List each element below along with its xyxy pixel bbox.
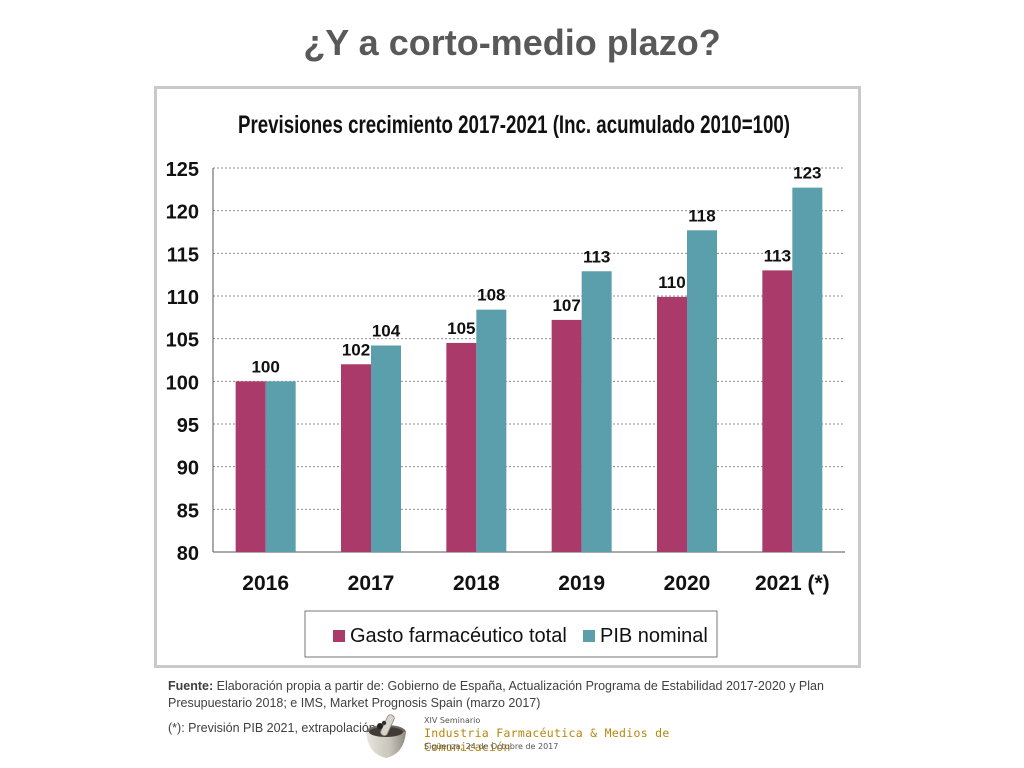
bar [265,381,296,552]
data-label: 118 [688,206,715,225]
source-label: Fuente: [168,679,214,693]
x-tick-label: 2020 [664,572,711,595]
footnote: (*): Previsión PIB 2021, extrapolación [168,721,376,735]
y-tick-label: 110 [167,287,199,309]
chart-title: Previsiones crecimiento 2017-2021 (Inc. … [238,111,790,139]
bar [551,319,582,552]
data-label: 123 [793,164,821,183]
data-label: 108 [477,286,505,305]
data-label: 113 [764,246,791,265]
y-tick-label: 105 [166,330,199,352]
bar [235,381,266,552]
bar [371,345,401,552]
bar [476,309,507,552]
data-label: 105 [447,319,475,338]
bar [657,296,687,552]
legend-swatch [333,630,345,642]
bar [341,364,371,552]
bar [792,187,823,553]
y-tick-label: 80 [177,543,199,565]
seminar-logo: XIV Seminario Industria Farmacéutica & M… [356,712,736,764]
data-label: 102 [342,340,370,359]
y-tick-label: 100 [166,372,199,394]
data-label: 107 [552,296,580,315]
y-tick-label: 125 [166,159,199,181]
legend-label: Gasto farmacéutico total [350,625,567,647]
bar [762,270,793,552]
y-tick-label: 85 [177,500,199,522]
legend-box [304,610,718,658]
y-tick-label: 95 [177,415,199,437]
seminar-line3: Sigüenza, 24 de Octubre de 2017 [424,742,559,751]
data-label: 104 [372,321,401,340]
bar [446,342,477,552]
source-note: Fuente: Elaboración propia a partir de: … [168,678,868,712]
data-label: 100 [251,357,279,376]
y-tick-label: 90 [177,458,199,480]
bar [581,271,612,552]
x-tick-label: 2017 [348,572,395,595]
bar-chart: Previsiones crecimiento 2017-2021 (Inc. … [166,111,845,658]
x-tick-label: 2021 (*) [755,572,830,595]
x-tick-label: 2019 [558,572,605,595]
y-tick-label: 120 [166,202,199,224]
seminar-line2: Industria Farmacéutica & Medios de Comun… [424,726,670,754]
data-label: 110 [658,273,685,292]
data-label: 113 [583,247,610,266]
legend-swatch [583,630,595,642]
y-tick-label: 115 [167,244,199,266]
slide-title: ¿Y a corto-medio plazo? [303,22,721,63]
mortar-pestle-icon [366,714,406,758]
x-tick-label: 2016 [242,572,289,595]
legend-label: PIB nominal [600,625,708,647]
source-text: Elaboración propia a partir de: Gobierno… [168,679,824,710]
bar [687,230,717,552]
chart-frame: Previsiones crecimiento 2017-2021 (Inc. … [154,86,861,668]
x-tick-label: 2018 [453,572,500,595]
seminar-line1: XIV Seminario [424,716,481,725]
